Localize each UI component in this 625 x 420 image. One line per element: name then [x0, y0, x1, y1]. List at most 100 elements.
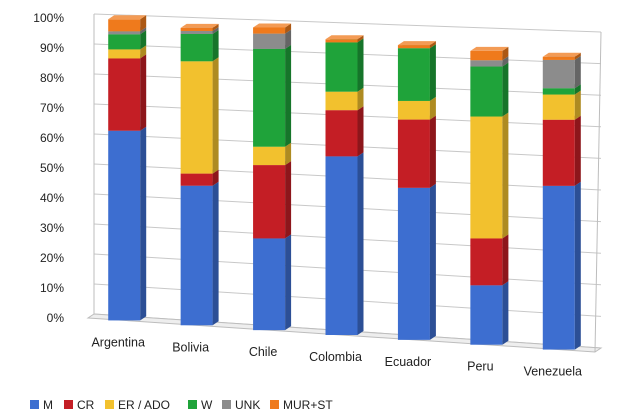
y-tick-label: 40% — [40, 191, 64, 205]
legend-label: ER / ADO — [118, 398, 170, 412]
y-tick-label: 50% — [40, 161, 64, 175]
bar-side-face — [212, 30, 219, 62]
bar-front-face — [325, 110, 358, 157]
bar-front-face — [253, 146, 286, 166]
bar-segment — [180, 23, 219, 31]
bar-front-face — [397, 100, 430, 120]
bar-side-face — [574, 84, 581, 95]
y-tick-label: 70% — [40, 101, 64, 115]
gridline — [93, 13, 602, 33]
bar-front-face — [180, 173, 213, 186]
bar-side-face — [285, 161, 292, 239]
bar-side-face — [357, 87, 364, 111]
bar-side-face — [357, 38, 364, 92]
bar-front-face — [180, 33, 213, 62]
bar-front-face — [542, 119, 575, 186]
bar-front-face — [180, 27, 213, 31]
bar-segment — [253, 161, 292, 239]
legend-label: M — [43, 398, 53, 412]
x-tick-label: Colombia — [309, 350, 362, 364]
bar-column-peru — [470, 46, 509, 345]
bar-side-face — [574, 55, 581, 89]
bar-front-face — [108, 31, 141, 35]
bar-segment — [108, 126, 147, 321]
bar-segment — [470, 46, 509, 61]
legend-swatch — [105, 400, 114, 409]
bar-segment — [542, 90, 581, 120]
x-tick-label: Argentina — [91, 335, 145, 349]
bar-segment — [542, 52, 581, 60]
bar-front-face — [470, 60, 503, 67]
legend-item-unk: UNK — [222, 398, 260, 412]
legend-swatch — [222, 400, 231, 409]
bar-side-face — [502, 281, 509, 345]
legend-item-mur-st: MUR+ST — [270, 398, 333, 412]
wall-edge — [594, 31, 602, 353]
bar-side-face — [429, 44, 436, 101]
legend-item-cr: CR — [64, 398, 95, 412]
bar-side-face — [140, 27, 147, 35]
bar-front-face — [397, 45, 430, 49]
x-axis: Argentina Bolivia Chile Colombia Ecuador Peru… — [91, 335, 582, 378]
legend: M CR ER / ADO W UNK MUR+ST — [30, 398, 333, 412]
bar-front-face — [253, 48, 286, 147]
bar-side-face — [212, 27, 219, 34]
bar-side-face — [357, 152, 364, 335]
bar-front-face — [253, 33, 286, 49]
bar-top-face — [542, 52, 581, 57]
bar-front-face — [108, 19, 141, 32]
bar-side-face — [212, 181, 219, 326]
bar-front-face — [542, 94, 575, 120]
bar-segment — [180, 57, 219, 174]
y-tick-label: 100% — [33, 11, 64, 25]
bar-segment — [253, 234, 292, 331]
bar-side-face — [140, 45, 147, 59]
y-tick-label: 10% — [40, 281, 64, 295]
legend-swatch — [188, 400, 197, 409]
bar-segment — [470, 281, 509, 345]
bar-front-face — [108, 34, 141, 50]
y-tick-label: 80% — [40, 71, 64, 85]
bar-front-face — [542, 56, 575, 60]
bar-side-face — [502, 46, 509, 61]
bar-top-face — [253, 23, 292, 28]
bar-side-face — [285, 234, 292, 331]
bar-top-face — [470, 46, 509, 51]
bar-side-face — [285, 142, 292, 166]
bar-front-face — [325, 156, 358, 335]
bars — [108, 15, 581, 350]
bar-front-face — [397, 119, 430, 188]
bar-side-face — [574, 181, 581, 350]
bar-side-face — [502, 56, 509, 67]
bar-side-face — [429, 183, 436, 340]
x-tick-label: Venezuela — [524, 365, 582, 379]
bar-front-face — [253, 27, 286, 34]
y-tick-label: 0% — [47, 311, 65, 325]
legend-label: MUR+ST — [283, 398, 333, 412]
bar-segment — [325, 35, 364, 43]
bar-side-face — [140, 54, 147, 131]
bar-segment — [542, 115, 581, 186]
bar-front-face — [470, 66, 503, 117]
bar-front-face — [542, 185, 575, 350]
bar-side-face — [285, 23, 292, 34]
bar-segment — [397, 183, 436, 340]
bar-column-bolivia — [180, 23, 219, 326]
legend-label: CR — [77, 398, 95, 412]
bar-segment — [325, 152, 364, 335]
bar-side-face — [285, 44, 292, 147]
legend-label: W — [201, 398, 213, 412]
bar-column-colombia — [325, 35, 364, 335]
bar-side-face — [212, 169, 219, 186]
bar-side-face — [429, 115, 436, 188]
bar-column-ecuador — [397, 41, 436, 340]
bar-top-face — [397, 41, 436, 46]
bar-side-face — [140, 30, 147, 50]
bar-column-venezuela — [542, 52, 581, 350]
bar-top-face — [325, 35, 364, 40]
bar-front-face — [470, 50, 503, 61]
bar-front-face — [180, 185, 213, 326]
bar-front-face — [397, 187, 430, 340]
bar-side-face — [429, 96, 436, 120]
legend-item-er-ado: ER / ADO — [105, 398, 170, 412]
